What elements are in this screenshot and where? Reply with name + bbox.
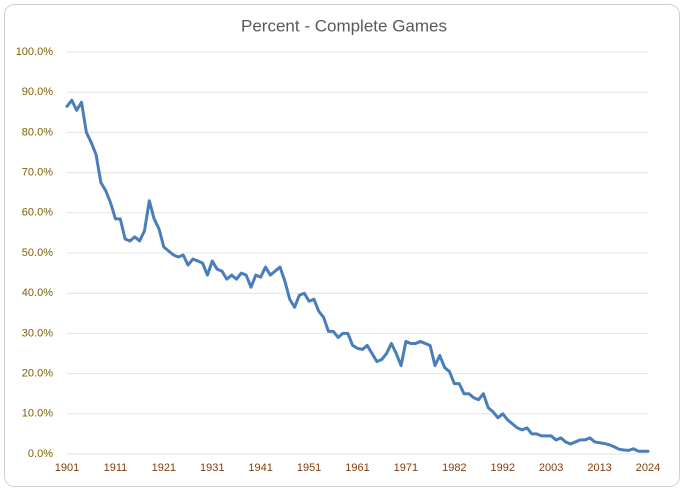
x-tick-label: 2013 (587, 462, 611, 474)
x-tick-label: 1941 (248, 462, 272, 474)
x-tick-label: 1951 (297, 462, 321, 474)
x-tick-label: 1971 (394, 462, 418, 474)
x-tick-label: 1931 (200, 462, 224, 474)
x-tick-label: 1921 (152, 462, 176, 474)
y-tick-label: 20.0% (22, 368, 53, 380)
y-tick-label: 10.0% (22, 408, 53, 420)
y-tick-label: 30.0% (22, 327, 53, 339)
x-tick-label: 1961 (345, 462, 369, 474)
y-tick-label: 80.0% (22, 126, 53, 138)
y-tick-label: 90.0% (22, 86, 53, 98)
x-tick-label: 1911 (104, 462, 128, 474)
chart-title: Percent - Complete Games (241, 16, 447, 35)
chart-frame (4, 4, 680, 487)
x-tick-label: 1982 (442, 462, 466, 474)
y-tick-label: 60.0% (22, 207, 53, 219)
x-tick-label: 1901 (55, 462, 79, 474)
y-tick-label: 40.0% (22, 287, 53, 299)
y-tick-label: 0.0% (28, 448, 53, 460)
x-tick-label: 1992 (491, 462, 515, 474)
data-line (65, 98, 650, 453)
y-tick-label: 100.0% (16, 46, 54, 58)
y-tick-label: 70.0% (22, 167, 53, 179)
y-tick-label: 50.0% (22, 247, 53, 259)
x-tick-label: 2024 (636, 462, 660, 474)
x-tick-label: 2003 (539, 462, 563, 474)
